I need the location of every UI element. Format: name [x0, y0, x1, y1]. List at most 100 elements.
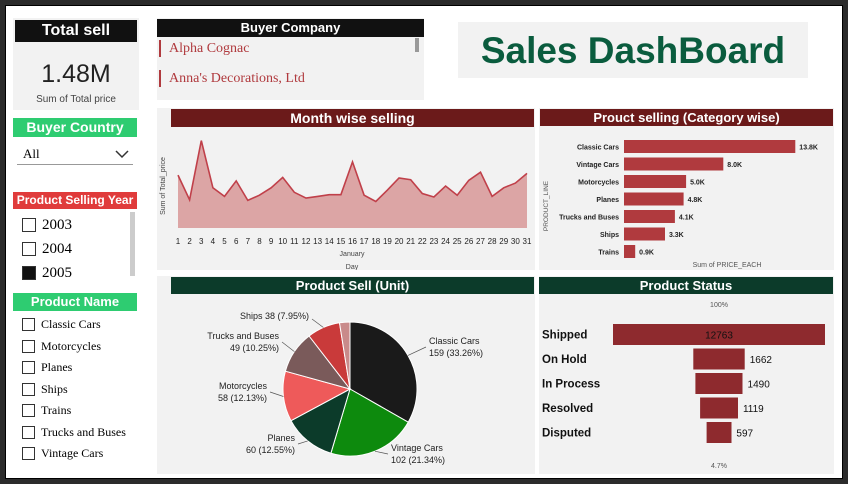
- product-name-title: Product Name: [13, 293, 137, 311]
- product-option[interactable]: Vintage Cars: [22, 446, 103, 461]
- category-chart-title: Prouct selling (Category wise): [540, 109, 833, 126]
- category-tick-label: Ships: [600, 232, 619, 239]
- status-bar: [706, 422, 732, 443]
- status-bar: [613, 324, 825, 345]
- category-bar: [624, 175, 687, 188]
- category-data-label: 5.0K: [690, 180, 705, 187]
- year-option-2004[interactable]: 2004: [22, 240, 72, 258]
- product-option[interactable]: Planes: [22, 360, 72, 375]
- product-label: Classic Cars: [41, 317, 101, 331]
- status-data-label: 597: [736, 429, 753, 440]
- month-x-tick: 4: [211, 237, 216, 246]
- pie-leader-line: [269, 391, 284, 397]
- status-category-label: Shipped: [542, 330, 587, 342]
- status-funnel-chart: 100% Shipped 12763 On Hold 1662 In Process 149…: [542, 302, 825, 470]
- month-x-tick: 24: [441, 237, 450, 246]
- pie-label-value: 49 (10.25%): [230, 343, 279, 353]
- pie-leader-line: [407, 346, 427, 356]
- month-x-tick: 18: [371, 237, 380, 246]
- month-x-tick: 20: [395, 237, 404, 246]
- buyer-country-selected: All: [23, 146, 40, 161]
- status-category-label: In Process: [542, 379, 600, 391]
- status-bar: [700, 397, 738, 419]
- month-area-fill: [178, 140, 527, 228]
- year-option-2005[interactable]: 2005: [22, 264, 72, 282]
- buyer-company-panel: Buyer Company Alpha Cognac Anna's Decorat…: [157, 18, 424, 100]
- status-data-label: 1119: [743, 404, 764, 415]
- month-x-tick: 30: [511, 237, 520, 246]
- buyer-company-item[interactable]: Alpha Cognac: [159, 40, 249, 57]
- title-panel: Sales DashBoard: [458, 22, 808, 78]
- category-bar: [624, 245, 636, 258]
- product-label: Planes: [41, 360, 73, 374]
- product-label: Trains: [41, 403, 72, 417]
- month-x-tick: 28: [488, 237, 497, 246]
- chevron-down-icon: [115, 150, 129, 159]
- year-option-2003[interactable]: 2003: [22, 216, 72, 234]
- status-data-label: 1662: [750, 355, 773, 366]
- month-x-tick: 1: [176, 237, 181, 246]
- category-tick-label: Trucks and Buses: [559, 215, 619, 222]
- product-label: Vintage Cars: [41, 446, 104, 460]
- month-series-line: [177, 140, 528, 203]
- product-checkbox[interactable]: [22, 382, 35, 396]
- buyer-country-dropdown[interactable]: All: [17, 143, 133, 165]
- product-option[interactable]: Ships: [22, 382, 68, 397]
- product-checkbox[interactable]: [22, 339, 35, 353]
- category-data-label: 3.3K: [669, 232, 684, 239]
- pie-label-value: 159 (33.26%): [429, 348, 483, 358]
- buyer-country-title: Buyer Country: [13, 118, 137, 137]
- category-data-label: 13.8K: [799, 145, 818, 152]
- year-checkbox[interactable]: [22, 218, 36, 232]
- month-x-tick: 17: [360, 237, 369, 246]
- buyer-company-item[interactable]: Anna's Decorations, Ltd: [159, 70, 305, 87]
- pie-leader-line: [281, 341, 295, 352]
- category-x-label: Sum of PRICE_EACH: [693, 262, 762, 269]
- status-bar: [695, 373, 743, 394]
- month-x-tick: 5: [222, 237, 227, 246]
- year-checkbox[interactable]: [22, 242, 36, 256]
- selling-year-scrollbar[interactable]: [130, 212, 135, 276]
- product-option[interactable]: Classic Cars: [22, 317, 101, 332]
- pie-label-name: Planes: [267, 433, 295, 443]
- pie-chart-title: Product Sell (Unit): [171, 277, 534, 294]
- buyer-company-scrollbar[interactable]: [415, 38, 419, 52]
- category-bar-chart: Classic Cars 13.8K Vintage Cars 8.0K Motorcy…: [543, 140, 818, 269]
- month-x-tick: 9: [269, 237, 274, 246]
- category-data-label: 0.9K: [639, 250, 654, 257]
- pie-slice-trains: [338, 321, 351, 390]
- pie-label-value: 58 (12.13%): [218, 393, 267, 403]
- category-tick-label: Trains: [598, 250, 619, 257]
- category-bar: [624, 157, 724, 171]
- product-option[interactable]: Trucks and Buses: [22, 425, 126, 440]
- month-x-tick: 26: [464, 237, 473, 246]
- category-tick-label: Classic Cars: [577, 145, 619, 152]
- product-checkbox[interactable]: [22, 404, 35, 417]
- category-bar: [624, 140, 796, 153]
- year-checkbox[interactable]: [22, 266, 36, 280]
- year-label: 2003: [42, 216, 72, 233]
- pie-label-name: Vintage Cars: [391, 443, 443, 453]
- product-checkbox[interactable]: [22, 425, 35, 439]
- status-data-label: 12763: [705, 331, 733, 342]
- pie-label-name: Classic Cars: [429, 336, 480, 346]
- product-option[interactable]: Motorcycles: [22, 339, 101, 354]
- product-checkbox[interactable]: [22, 318, 35, 331]
- pie-label-name: Motorcycles: [219, 381, 268, 391]
- product-checkbox[interactable]: [22, 447, 35, 460]
- month-x-tick: 23: [429, 237, 438, 246]
- status-category-label: Disputed: [542, 428, 591, 440]
- month-x-tick: 25: [453, 237, 462, 246]
- month-chart-panel: Month wise selling 1 2 3 4 5 6 7 8 9 10 11 12 13 14 15…: [157, 108, 535, 270]
- month-x-tick: 3: [199, 237, 204, 246]
- month-x-tick: 14: [325, 237, 334, 246]
- category-chart-panel: Prouct selling (Category wise) Classic C…: [539, 108, 834, 270]
- product-option[interactable]: Trains: [22, 403, 71, 418]
- product-checkbox[interactable]: [22, 361, 35, 374]
- month-x-sublabel: January: [340, 251, 365, 258]
- total-sell-title: Total sell: [15, 20, 137, 42]
- month-x-tick: 10: [278, 237, 287, 246]
- month-x-tick: 11: [290, 237, 299, 246]
- month-x-tick: 31: [523, 237, 532, 246]
